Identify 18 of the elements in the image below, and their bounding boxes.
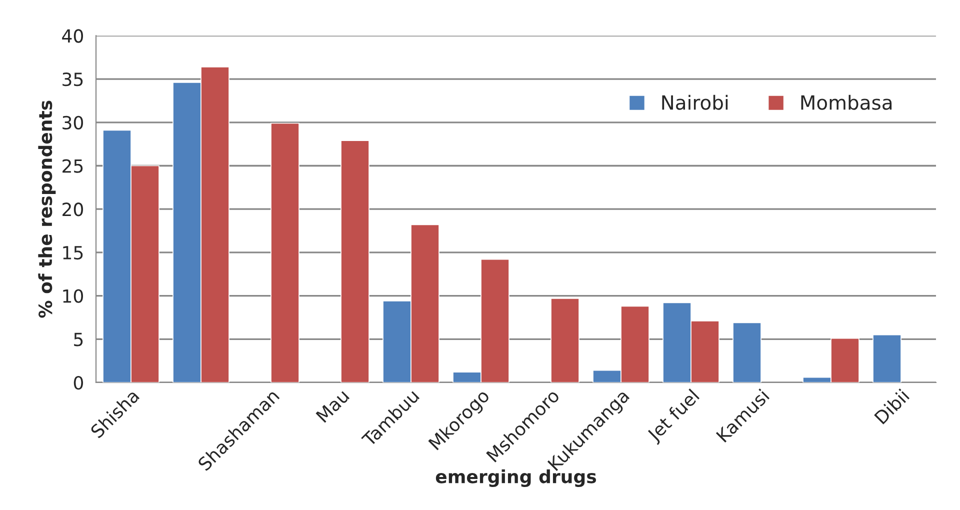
y-tick-label: 10	[63, 289, 83, 303]
y-tick-label: 35	[62, 72, 83, 86]
bar	[872, 334, 902, 382]
y-tick-label: 30	[62, 116, 83, 130]
legend-label: Mombasa	[801, 94, 892, 110]
y-tick-label: 20	[62, 202, 83, 216]
y-tick-label: 40	[62, 29, 83, 43]
bar	[340, 140, 370, 382]
y-tick-label: 15	[63, 246, 83, 260]
y-tick-label: 5	[74, 332, 83, 346]
y-tick-label: 0	[74, 376, 83, 390]
y-tick-label: 25	[62, 159, 83, 173]
bar	[732, 322, 762, 382]
legend-label: Nairobi	[662, 94, 728, 110]
bar	[550, 298, 580, 382]
x-axis-title: emerging drugs	[436, 469, 596, 487]
bar	[270, 122, 300, 382]
y-axis-title: % of the respondents	[38, 100, 56, 318]
